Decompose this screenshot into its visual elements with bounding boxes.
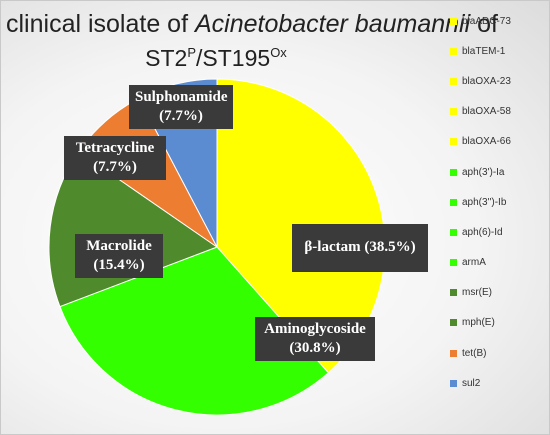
label-line: (7.7%) (93, 159, 137, 175)
chart-title: clinical isolate of Acinetobacter bauman… (6, 10, 498, 71)
legend-item: aph(3'')-Ib (450, 187, 546, 217)
legend-item: blaOXA-23 (450, 66, 546, 96)
legend-swatch (450, 77, 457, 85)
label-line: Tetracycline (75, 140, 155, 156)
legend-swatch (450, 198, 457, 206)
legend-swatch (450, 47, 457, 55)
legend-label: armA (462, 257, 486, 269)
species-name: Acinetobacter baumannii (194, 10, 471, 38)
legend-item: sul2 (450, 368, 546, 398)
legend-swatch (450, 108, 457, 116)
legend-label: tet(B) (462, 347, 487, 359)
legend-swatch (450, 138, 457, 146)
legend-item: msr(E) (450, 278, 546, 308)
legend-label: aph(3')-Ia (462, 166, 505, 178)
label-line: Sulphonamide (135, 89, 228, 105)
legend-swatch (450, 259, 457, 267)
legend-swatch (450, 289, 457, 297)
legend-label: blaADC-73 (462, 15, 511, 27)
label-line: Macrolide (86, 238, 152, 254)
legend-swatch (450, 319, 457, 327)
legend-item: blaOXA-66 (450, 127, 546, 157)
legend-item: aph(3')-Ia (450, 157, 546, 187)
legend-swatch (450, 17, 457, 25)
legend-swatch (450, 349, 457, 357)
legend-swatch (450, 228, 457, 236)
label-sulphonamide: Sulphonamide (7.7%) (129, 85, 233, 129)
label-line: Aminoglycoside (264, 321, 366, 337)
label-line: (15.4%) (93, 257, 145, 273)
legend-item: blaOXA-58 (450, 97, 546, 127)
legend-item: blaTEM-1 (450, 36, 546, 66)
legend-label: blaOXA-58 (462, 106, 511, 118)
legend-item: armA (450, 248, 546, 278)
legend-label: blaOXA-23 (462, 75, 511, 87)
legend-label: blaOXA-66 (462, 136, 511, 148)
label-line: (30.8%) (289, 340, 341, 356)
legend-label: aph(6)-Id (462, 226, 503, 238)
chart-legend: blaADC-73 blaTEM-1 blaOXA-23 blaOXA-58 blaOX… (450, 6, 546, 398)
legend-item: blaADC-73 (450, 6, 546, 36)
label-macrolide: Macrolide (15.4%) (75, 234, 163, 278)
label-tetracycline: Tetracycline (7.7%) (64, 136, 166, 180)
label-beta-lactam: β-lactam (38.5%) (292, 224, 428, 272)
legend-label: blaTEM-1 (462, 45, 506, 57)
legend-label: msr(E) (462, 287, 492, 299)
slice-aminoglycoside (59, 246, 330, 416)
label-line: β-lactam (38.5%) (304, 239, 416, 255)
legend-label: sul2 (462, 377, 481, 389)
legend-label: mph(E) (462, 317, 495, 329)
legend-swatch (450, 379, 457, 387)
legend-item: mph(E) (450, 308, 546, 338)
legend-item: tet(B) (450, 338, 546, 368)
legend-item: aph(6)-Id (450, 217, 546, 247)
label-line: (7.7%) (159, 108, 203, 124)
legend-swatch (450, 168, 457, 176)
legend-label: aph(3'')-Ib (462, 196, 507, 208)
label-aminoglycoside: Aminoglycoside (30.8%) (255, 317, 375, 361)
